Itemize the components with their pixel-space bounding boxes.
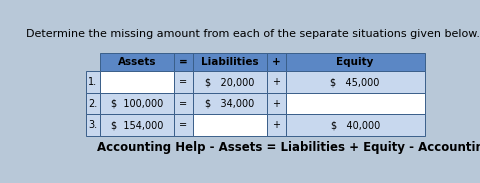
Bar bbox=[192, 115, 267, 136]
Text: $  154,000: $ 154,000 bbox=[110, 120, 163, 130]
Text: $   20,000: $ 20,000 bbox=[205, 77, 254, 87]
Bar bbox=[192, 93, 267, 115]
Bar bbox=[86, 71, 99, 93]
Text: =: = bbox=[180, 120, 187, 130]
Text: +: + bbox=[273, 120, 280, 130]
Bar bbox=[174, 115, 192, 136]
Text: 1.: 1. bbox=[88, 77, 97, 87]
Text: =: = bbox=[180, 99, 187, 109]
Text: Accounting Help - Assets = Liabilities + Equity - Accounting's formula: Accounting Help - Assets = Liabilities +… bbox=[97, 141, 480, 154]
Bar bbox=[174, 93, 192, 115]
Text: +: + bbox=[272, 57, 281, 67]
Bar bbox=[99, 53, 174, 71]
Text: =: = bbox=[179, 57, 188, 67]
Bar bbox=[267, 93, 286, 115]
Text: $   40,000: $ 40,000 bbox=[331, 120, 380, 130]
Text: Equity: Equity bbox=[336, 57, 374, 67]
Bar bbox=[286, 115, 424, 136]
Bar bbox=[192, 53, 267, 71]
Bar bbox=[174, 71, 192, 93]
Bar bbox=[286, 93, 424, 115]
Text: Assets: Assets bbox=[118, 57, 156, 67]
Text: Determine the missing amount from each of the separate situations given below.: Determine the missing amount from each o… bbox=[26, 29, 480, 39]
Bar bbox=[174, 53, 192, 71]
Bar bbox=[286, 53, 424, 71]
Bar bbox=[99, 93, 174, 115]
Text: =: = bbox=[180, 77, 187, 87]
Bar bbox=[99, 115, 174, 136]
Bar bbox=[86, 115, 99, 136]
Bar bbox=[86, 53, 99, 71]
Text: +: + bbox=[273, 77, 280, 87]
Text: $  100,000: $ 100,000 bbox=[111, 99, 163, 109]
Bar bbox=[267, 115, 286, 136]
Text: $   45,000: $ 45,000 bbox=[330, 77, 380, 87]
Text: +: + bbox=[273, 99, 280, 109]
Text: 3.: 3. bbox=[88, 120, 97, 130]
Bar bbox=[267, 71, 286, 93]
Bar bbox=[99, 71, 174, 93]
Bar bbox=[86, 93, 99, 115]
Bar bbox=[267, 53, 286, 71]
Text: Liabilities: Liabilities bbox=[201, 57, 259, 67]
Text: $   34,000: $ 34,000 bbox=[205, 99, 254, 109]
Bar bbox=[192, 71, 267, 93]
Text: 2.: 2. bbox=[88, 99, 97, 109]
Bar bbox=[286, 71, 424, 93]
